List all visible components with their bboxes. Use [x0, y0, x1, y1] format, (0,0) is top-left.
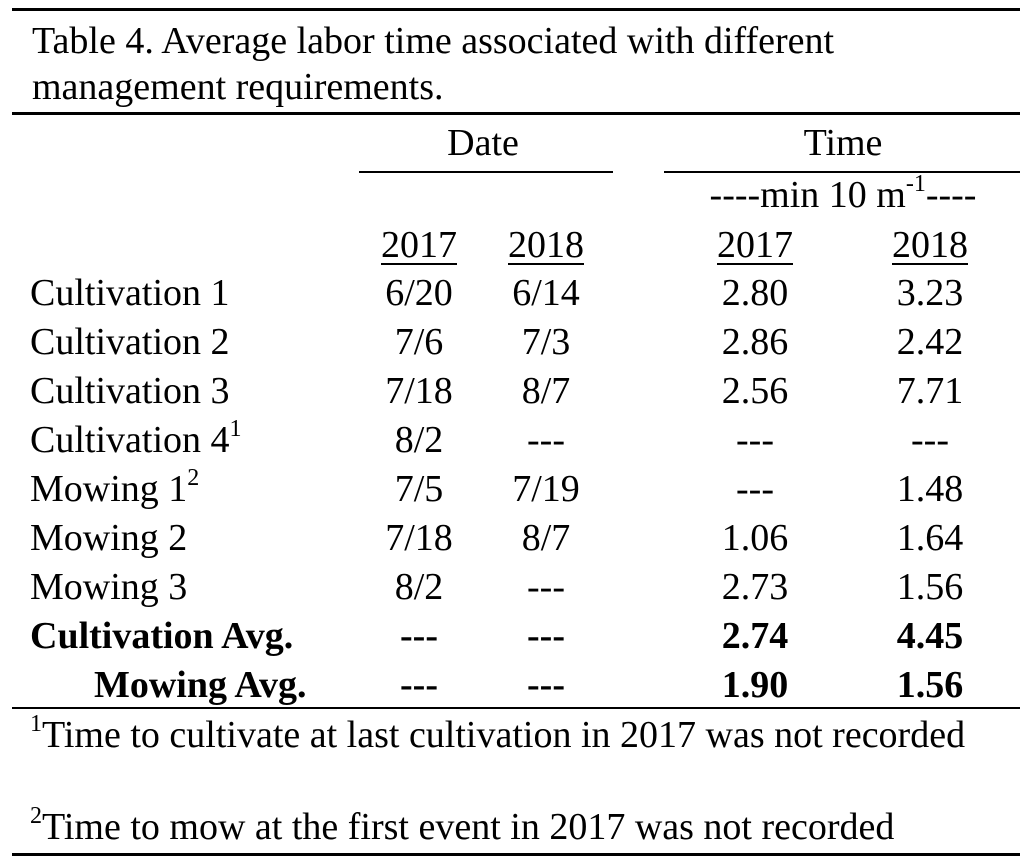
- body-rule: [12, 707, 1020, 709]
- row-label: Mowing 2: [30, 517, 188, 559]
- cell-d2018: 6/14: [512, 272, 580, 314]
- row-label: Cultivation Avg.: [30, 615, 294, 657]
- table-figure: Table 4. Average labor time associated w…: [12, 8, 1020, 860]
- cell-d2017: 6/20: [385, 272, 453, 314]
- cell-t2018: 1.64: [896, 517, 964, 559]
- cell-t2018: 2.42: [896, 321, 964, 363]
- cell-d2017: 7/18: [385, 517, 453, 559]
- caption-rule: [12, 112, 1020, 115]
- cell-d2017: ---: [400, 615, 438, 657]
- time-group-rule: [664, 171, 1020, 173]
- cell-d2017: 8/2: [394, 566, 444, 608]
- cell-d2018: ---: [527, 419, 565, 461]
- cell-d2017: ---: [400, 664, 438, 706]
- row-label: Cultivation 2: [30, 321, 230, 363]
- cell-t2017: 2.56: [721, 370, 789, 412]
- cell-t2017: 1.90: [721, 664, 789, 706]
- cell-d2017: 7/6: [394, 321, 444, 363]
- cell-d2018: 7/3: [521, 321, 571, 363]
- cell-t2017: 1.06: [721, 517, 789, 559]
- row-label: Mowing Avg.: [94, 664, 307, 706]
- cell-t2018: 1.56: [896, 664, 964, 706]
- cell-t2017: 2.86: [721, 321, 789, 363]
- cell-d2017: 7/5: [394, 468, 444, 510]
- top-rule: [12, 8, 1020, 11]
- year-header-date-2018: 2018: [508, 224, 584, 266]
- cell-t2018: 3.23: [896, 272, 964, 314]
- date-group-header: Date: [447, 122, 519, 164]
- time-group-header: Time: [803, 122, 883, 164]
- row-label: Mowing 3: [30, 566, 188, 608]
- table-caption: Table 4. Average labor time associated w…: [32, 20, 835, 108]
- cell-t2017: 2.80: [721, 272, 789, 314]
- footnote-1: 1Time to cultivate at last cultivation i…: [30, 711, 966, 756]
- cell-t2018: 4.45: [896, 615, 964, 657]
- cell-t2017: ---: [736, 419, 774, 461]
- cell-d2018: 7/19: [512, 468, 580, 510]
- row-label: Mowing 12: [30, 465, 200, 510]
- cell-d2018: ---: [527, 566, 565, 608]
- cell-t2018: 7.71: [896, 370, 964, 412]
- bottom-rule: [12, 853, 1020, 856]
- cell-t2017: ---: [736, 468, 774, 510]
- cell-t2018: 1.48: [896, 468, 964, 510]
- date-group-rule: [359, 171, 613, 173]
- year-header-date-2017: 2017: [381, 224, 457, 266]
- cell-d2018: 8/7: [521, 370, 571, 412]
- row-label: Cultivation 41: [30, 416, 242, 461]
- cell-t2017: 2.73: [721, 566, 789, 608]
- cell-d2017: 7/18: [385, 370, 453, 412]
- year-header-time-2018: 2018: [892, 224, 968, 266]
- year-header-time-2017: 2017: [717, 224, 793, 266]
- cell-t2017: 2.74: [721, 615, 789, 657]
- cell-d2018: ---: [527, 615, 565, 657]
- footnote-2: 2Time to mow at the first event in 2017 …: [30, 803, 895, 848]
- row-label: Cultivation 3: [30, 370, 230, 412]
- cell-t2018: ---: [911, 419, 949, 461]
- time-unit-header: ----min 10 m-1----: [709, 171, 977, 216]
- row-label: Cultivation 1: [30, 272, 230, 314]
- cell-d2017: 8/2: [394, 419, 444, 461]
- cell-d2018: ---: [527, 664, 565, 706]
- cell-d2018: 8/7: [521, 517, 571, 559]
- cell-t2018: 1.56: [896, 566, 964, 608]
